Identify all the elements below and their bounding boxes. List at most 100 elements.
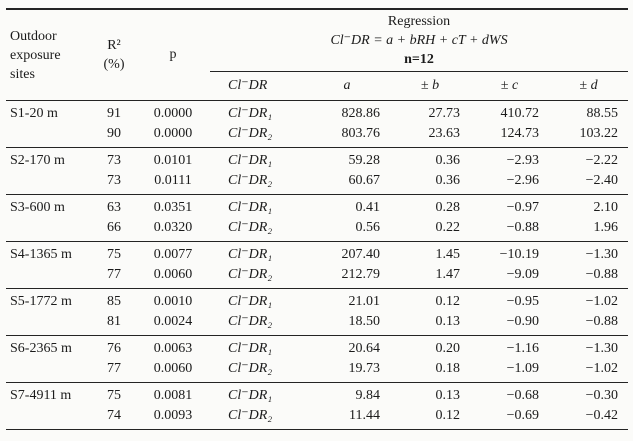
dr-cell: Cl⁻DR₂	[228, 267, 273, 282]
regression-n-label: n=12	[404, 52, 434, 67]
sites-header-line: Outdoor	[10, 28, 57, 44]
b-cell: 0.20	[390, 335, 470, 359]
c-cell: −0.69	[506, 408, 539, 423]
a-cell: 19.73	[348, 361, 381, 376]
dr-cell: Cl⁻DR₂	[228, 173, 273, 188]
r2-header-unit: (%)	[103, 57, 125, 72]
p-cell: 0.0010	[136, 288, 210, 312]
b-cell: 23.63	[428, 126, 461, 141]
r2-cell: 63	[92, 194, 136, 218]
a-cell: 828.86	[304, 100, 390, 124]
d-cell: −1.02	[585, 361, 619, 376]
dr-cell: Cl⁻DR₂	[228, 314, 273, 329]
d-cell: −2.22	[549, 147, 629, 171]
regression-formula: Cl⁻DR = a + bRH + cT + dWS	[330, 33, 508, 48]
p-cell: 0.0093	[153, 408, 193, 423]
site-cell: S3-600 m	[6, 194, 92, 242]
a-cell: 207.40	[304, 241, 390, 265]
b-cell: 0.28	[390, 194, 470, 218]
a-cell: 21.01	[304, 288, 390, 312]
r2-cell: 81	[107, 314, 121, 329]
table-row: S1-20 m 91 0.0000 Cl⁻DR₁ 828.86 27.73 410.72 88…	[6, 100, 629, 148]
p-cell: 0.0077	[136, 241, 210, 265]
p-cell: 0.0351	[136, 194, 210, 218]
header-row-span: Outdoor exposure sites R² (%) p Regressi…	[6, 9, 629, 101]
c-cell: 124.73	[500, 126, 540, 141]
column-header-d: ± d	[549, 71, 629, 101]
d-cell: −0.88	[585, 314, 619, 329]
dr-cell: Cl⁻DR₁	[210, 382, 304, 406]
p-cell: 0.0081	[136, 382, 210, 406]
dr-cell: Cl⁻DR₁	[210, 147, 304, 171]
dr-cell: Cl⁻DR₂	[228, 220, 273, 235]
p-cell: 0.0000	[153, 126, 193, 141]
b-cell: 0.36	[390, 147, 470, 171]
a-cell: 803.76	[341, 126, 381, 141]
table-row: 81 0.0024 Cl⁻DR₂ 18.50 0.13 −0.90 −0.88	[6, 312, 628, 336]
table-row: S3-600 m 63 0.0351 Cl⁻DR₁ 0.41 0.28 −0.97 2.10	[6, 194, 629, 242]
d-cell: 1.96	[593, 220, 619, 235]
column-header-r2: R² (%)	[92, 9, 136, 101]
sites-header-line: sites	[10, 66, 35, 82]
c-cell: −2.96	[506, 173, 539, 188]
table-row: 66 0.0320 Cl⁻DR₂ 0.56 0.22 −0.88 1.96	[6, 218, 628, 242]
d-cell: 103.22	[579, 126, 619, 141]
column-header-c: ± c	[470, 71, 549, 101]
b-cell: 0.13	[390, 382, 470, 406]
p-cell: 0.0000	[136, 100, 210, 124]
d-cell: −0.30	[549, 382, 629, 406]
column-header-sites: Outdoor exposure sites	[6, 9, 92, 101]
c-cell: −0.97	[470, 194, 549, 218]
a-cell: 0.41	[304, 194, 390, 218]
column-header-b: ± b	[390, 71, 470, 101]
d-cell: −2.40	[585, 173, 619, 188]
dr-cell: Cl⁻DR₁	[210, 100, 304, 124]
table-row: 77 0.0060 Cl⁻DR₂ 212.79 1.47 −9.09 −0.88	[6, 265, 628, 289]
r2-cell: 73	[107, 173, 121, 188]
dr-cell: Cl⁻DR₁	[210, 194, 304, 218]
table-row: S2-170 m 73 0.0101 Cl⁻DR₁ 59.28 0.36 −2.93 −2.2…	[6, 147, 629, 195]
site-cell: S5-1772 m	[6, 288, 92, 336]
a-cell: 20.64	[304, 335, 390, 359]
d-cell: −0.88	[585, 267, 619, 282]
dr-cell: Cl⁻DR₁	[210, 335, 304, 359]
p-cell: 0.0111	[154, 173, 192, 188]
a-cell: 0.56	[355, 220, 381, 235]
a-cell: 212.79	[341, 267, 381, 282]
b-cell: 0.12	[435, 408, 461, 423]
a-cell: 60.67	[348, 173, 381, 188]
site-cell: S7-4911 m	[6, 382, 92, 430]
table-row: 90 0.0000 Cl⁻DR₂ 803.76 23.63 124.73 103.22	[6, 124, 628, 148]
c-cell: −1.16	[470, 335, 549, 359]
r2-cell: 90	[107, 126, 121, 141]
b-cell: 0.36	[435, 173, 461, 188]
c-cell: −0.68	[470, 382, 549, 406]
r2-cell: 91	[92, 100, 136, 124]
d-cell: −1.30	[549, 335, 629, 359]
p-cell: 0.0101	[136, 147, 210, 171]
r2-cell: 85	[92, 288, 136, 312]
d-cell: −0.42	[585, 408, 619, 423]
table-row: 73 0.0111 Cl⁻DR₂ 60.67 0.36 −2.96 −2.40	[6, 171, 628, 195]
column-header-cldr: Cl⁻DR	[210, 71, 304, 101]
d-cell: 88.55	[549, 100, 629, 124]
a-cell: 18.50	[348, 314, 381, 329]
table-row: S4-1365 m 75 0.0077 Cl⁻DR₁ 207.40 1.45 −10.19−…	[6, 241, 629, 289]
r2-cell: 75	[92, 241, 136, 265]
c-cell: 410.72	[470, 100, 549, 124]
table-row: S5-1772 m 85 0.0010 Cl⁻DR₁ 21.01 0.12 −0.95 −1.…	[6, 288, 629, 336]
r2-cell: 74	[107, 408, 121, 423]
regression-table: Outdoor exposure sites R² (%) p Regressi…	[6, 8, 629, 430]
p-cell: 0.0060	[153, 267, 193, 282]
c-cell: −2.93	[470, 147, 549, 171]
a-cell: 9.84	[304, 382, 390, 406]
r2-cell: 66	[107, 220, 121, 235]
table-header: Outdoor exposure sites R² (%) p Regressi…	[6, 9, 629, 101]
site-cell: S1-20 m	[6, 100, 92, 148]
column-header-p: p	[136, 9, 210, 101]
b-cell: 27.73	[390, 100, 470, 124]
table-row: 77 0.0060 Cl⁻DR₂ 19.73 0.18 −1.09 −1.02	[6, 359, 628, 383]
p-cell: 0.0320	[153, 220, 193, 235]
p-header-label: p	[169, 47, 177, 62]
p-cell: 0.0063	[136, 335, 210, 359]
